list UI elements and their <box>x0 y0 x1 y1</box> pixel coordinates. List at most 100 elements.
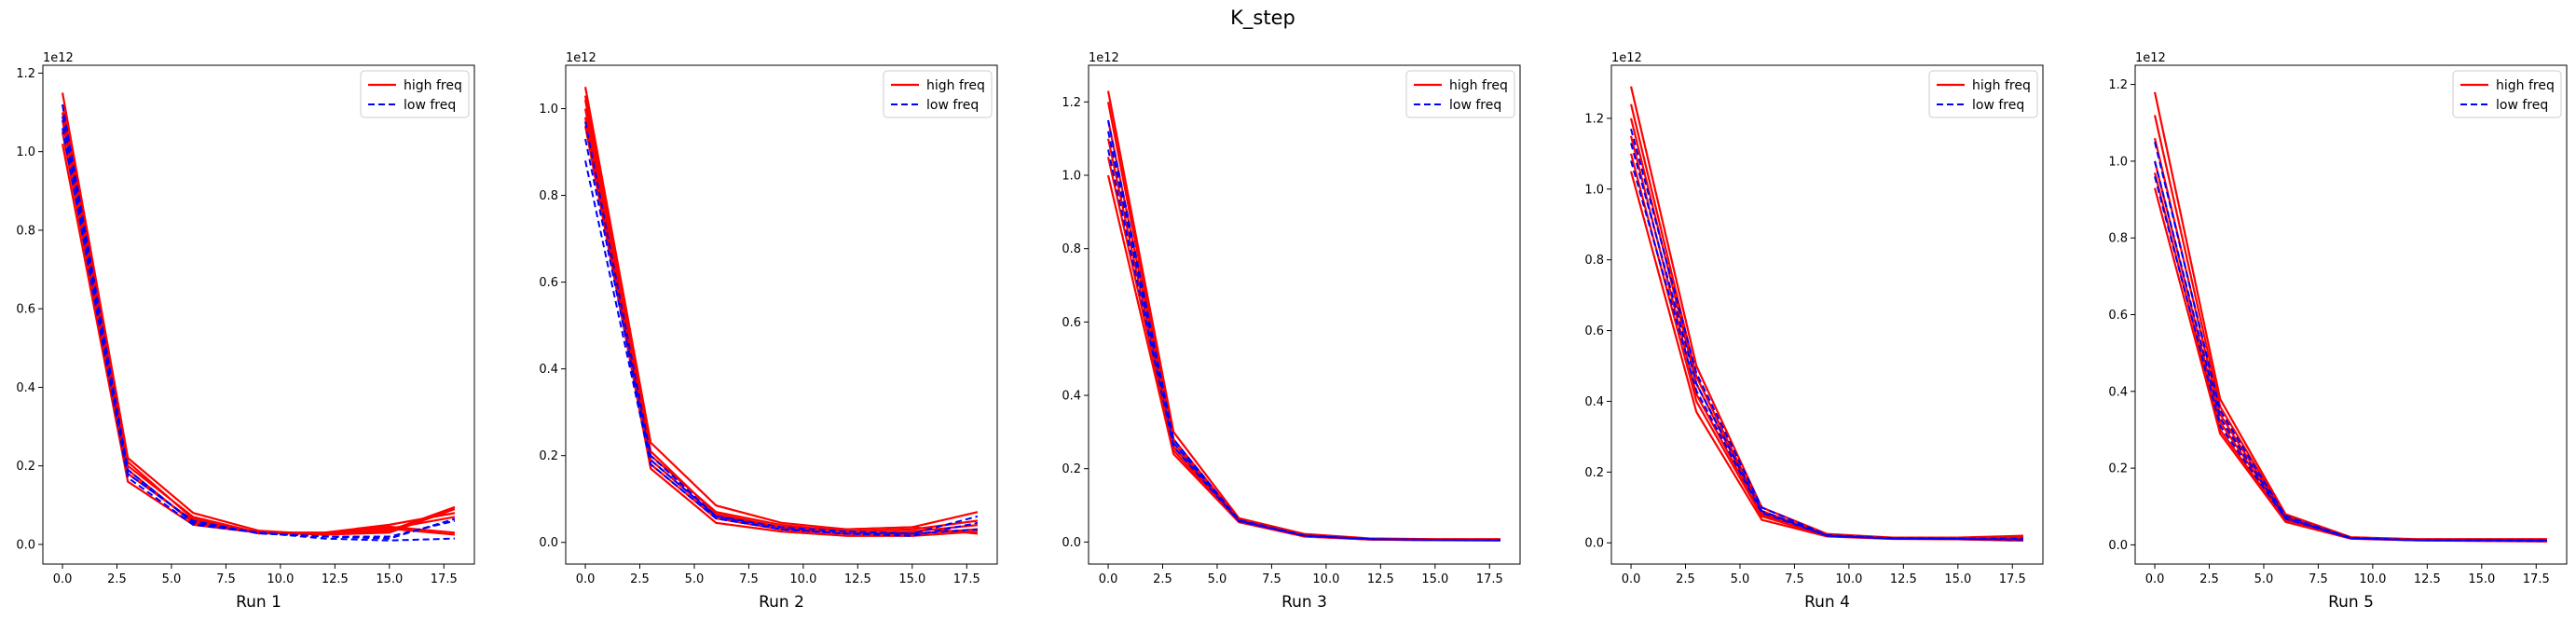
axes-frame <box>1088 64 1521 565</box>
high-freq-series-line <box>583 100 979 533</box>
high-freq-series-line <box>61 112 456 536</box>
x-tick-label: 15.0 <box>2468 572 2495 586</box>
low-freq-series-line <box>62 116 456 538</box>
high-freq-series-line <box>1629 86 2023 539</box>
x-tick-label: 15.0 <box>1421 572 1448 586</box>
y-tick-label: 0.6 <box>1062 316 1081 330</box>
high-freq-series-line <box>1106 119 1500 542</box>
y-tick-label: 0.6 <box>2108 309 2128 323</box>
x-tick-label: 5.0 <box>162 572 182 586</box>
y-tick-label: 1.2 <box>2108 78 2128 92</box>
legend: high freq low freq <box>1928 70 2038 118</box>
x-tick-label: 10.0 <box>2359 572 2386 586</box>
y-tick-label: 0.6 <box>539 276 558 290</box>
y-tick-label: 0.0 <box>1062 536 1081 550</box>
low-freq-series-line <box>2154 142 2547 542</box>
x-tick-label: 7.5 <box>2309 572 2328 586</box>
y-tick-label: 0.2 <box>1584 466 1604 480</box>
axes-frame <box>565 64 998 565</box>
x-tick-label: 10.0 <box>1835 572 1862 586</box>
x-tick-label: 7.5 <box>1785 572 1804 586</box>
legend: high freq low freq <box>1405 70 1515 118</box>
x-tick-label: 0.0 <box>1622 572 1641 586</box>
x-tick-label: 7.5 <box>1262 572 1281 586</box>
x-axis-label: Run 4 <box>1804 593 1850 612</box>
x-tick-label: 12.5 <box>844 572 871 586</box>
legend-box <box>360 70 470 118</box>
y-tick-label: 0.8 <box>539 189 558 203</box>
y-tick-label: 0.8 <box>1062 242 1081 256</box>
x-tick-label: 10.0 <box>789 572 816 586</box>
y-offset-label: 1e12 <box>566 51 596 65</box>
high-freq-series-line <box>583 125 979 537</box>
high-freq-series-line <box>1106 174 1500 542</box>
low-freq-series-line <box>584 160 979 537</box>
x-tick-label: 2.5 <box>1676 572 1695 586</box>
legend-low-label: low freq <box>1449 98 1501 113</box>
subplot-run-3: 0.0 2.5 5.0 7.5 10.0 12.5 15.0 17.5 0.0 0.2 0.4 0.6… <box>1062 51 1521 612</box>
x-tick-label: 10.0 <box>1312 572 1339 586</box>
x-tick-label: 12.5 <box>1890 572 1917 586</box>
y-tick-label: 0.8 <box>16 224 35 238</box>
x-tick-label: 2.5 <box>630 572 650 586</box>
x-tick-label: 5.0 <box>685 572 705 586</box>
y-offset-label: 1e12 <box>2135 51 2166 65</box>
x-tick-label: 12.5 <box>322 572 349 586</box>
x-tick-label: 2.5 <box>1153 572 1172 586</box>
y-tick-label: 0.8 <box>2108 232 2128 246</box>
x-tick-label: 2.5 <box>107 572 127 586</box>
low-freq-series-line <box>62 128 455 542</box>
legend-low-label: low freq <box>2496 98 2548 113</box>
y-tick-label: 1.0 <box>2108 155 2128 169</box>
high-freq-series-line <box>1629 117 2023 540</box>
high-freq-series-line <box>583 117 979 535</box>
subplot-grid: 0.0 2.5 5.0 7.5 10.0 12.5 15.0 17.5 0.0 0.2 0.4 0.6… <box>16 51 2568 612</box>
y-tick-label: 1.0 <box>1062 170 1081 184</box>
x-tick-label: 2.5 <box>2199 572 2219 586</box>
high-freq-series-line <box>583 87 979 530</box>
high-freq-series-line <box>2153 91 2547 541</box>
y-offset-label: 1e12 <box>43 51 74 65</box>
x-tick-label: 5.0 <box>2254 572 2274 586</box>
x-tick-label: 0.0 <box>576 572 596 586</box>
y-tick-label: 1.2 <box>1062 96 1081 110</box>
high-freq-series-line <box>1629 103 2023 540</box>
high-freq-series-line <box>61 131 456 534</box>
subplot-run-1: 0.0 2.5 5.0 7.5 10.0 12.5 15.0 17.5 0.0 0.2 0.4 0.6… <box>16 51 475 612</box>
x-tick-label: 17.5 <box>1476 572 1503 586</box>
x-axis-label: Run 3 <box>1281 593 1327 612</box>
y-tick-label: 1.2 <box>16 67 35 81</box>
y-tick-label: 0.2 <box>1062 462 1081 476</box>
y-tick-label: 1.0 <box>1584 183 1604 197</box>
high-freq-series-line <box>2153 160 2547 543</box>
high-freq-series-line <box>1106 138 1500 542</box>
y-tick-label: 1.0 <box>16 145 35 159</box>
low-freq-series-line <box>2154 176 2547 543</box>
legend-box <box>883 70 993 118</box>
low-freq-series-line <box>1107 131 1500 542</box>
y-tick-label: 0.4 <box>539 363 558 377</box>
y-tick-label: 0.4 <box>16 381 35 395</box>
x-axis-label: Run 1 <box>236 593 281 612</box>
high-freq-series-line <box>583 108 979 535</box>
legend-high-label: high freq <box>404 78 462 93</box>
legend-low-label: low freq <box>926 98 979 113</box>
y-tick-label: 0.0 <box>539 536 558 550</box>
x-tick-label: 10.0 <box>267 572 294 586</box>
y-tick-label: 1.0 <box>539 103 558 117</box>
x-tick-label: 12.5 <box>1367 572 1394 586</box>
figure-title: K_step <box>1230 7 1295 30</box>
high-freq-series-line <box>61 103 456 535</box>
high-freq-series-line <box>2153 115 2547 542</box>
axes-frame <box>42 64 475 565</box>
x-tick-label: 7.5 <box>739 572 759 586</box>
high-freq-series-line <box>1106 157 1500 542</box>
subplot-run-4: 0.0 2.5 5.0 7.5 10.0 12.5 15.0 17.5 0.0 0.2 0.4 0.6… <box>1584 51 2044 612</box>
low-freq-series-line <box>2154 160 2547 542</box>
legend: high freq low freq <box>883 70 993 118</box>
high-freq-series-line <box>1106 90 1500 541</box>
x-tick-label: 17.5 <box>431 572 458 586</box>
subplot-run-5: 0.0 2.5 5.0 7.5 10.0 12.5 15.0 17.5 0.0 0.2 0.4 0.6… <box>2108 51 2568 612</box>
y-tick-label: 0.4 <box>1062 390 1081 404</box>
x-tick-label: 5.0 <box>1208 572 1227 586</box>
